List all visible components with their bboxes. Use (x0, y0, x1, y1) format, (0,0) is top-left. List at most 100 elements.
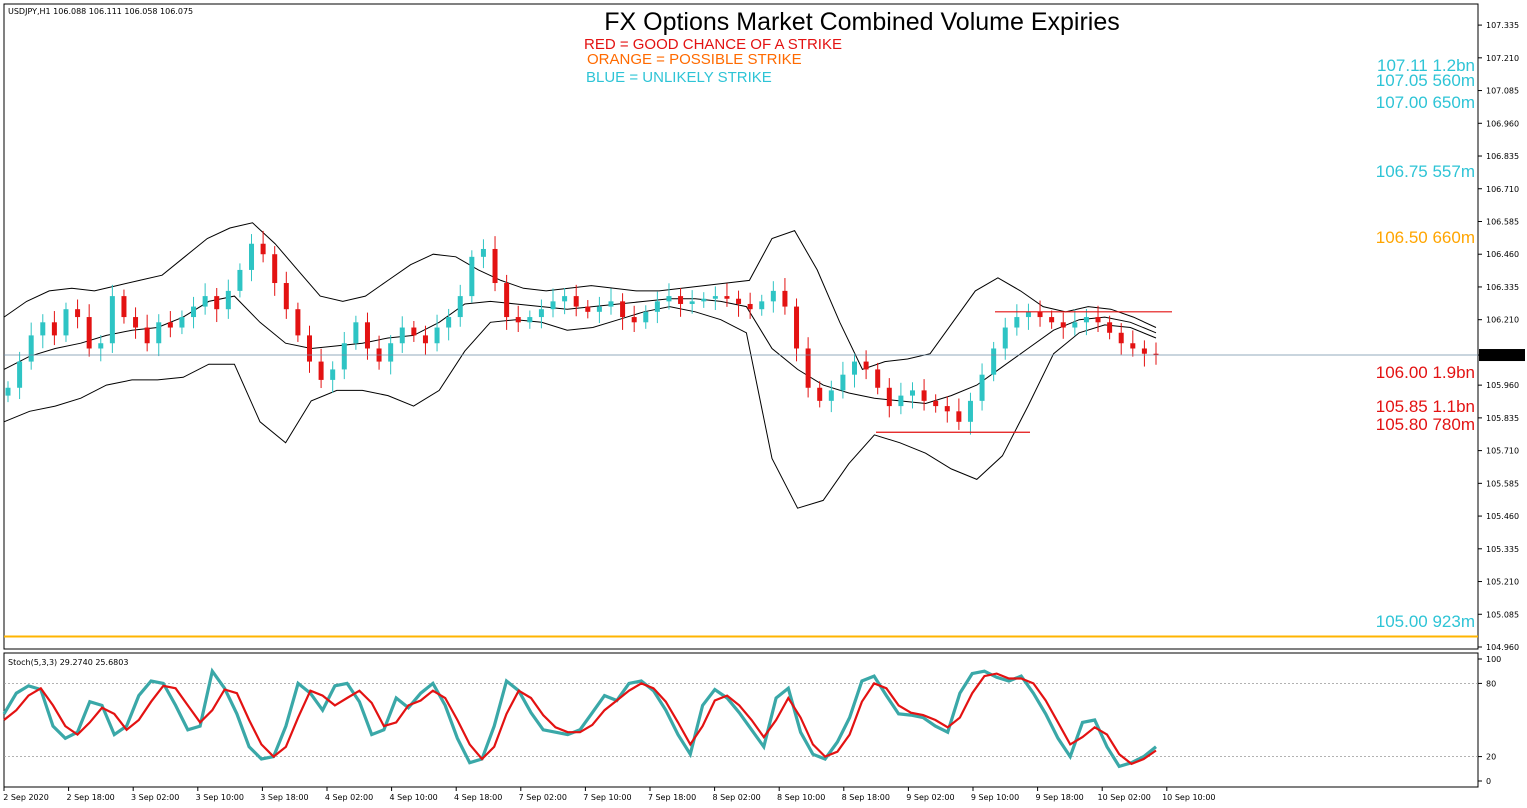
candle-body (330, 369, 336, 380)
price-tick-label: 106.710 (1486, 185, 1519, 194)
time-tick-label: 3 Sep 02:00 (131, 793, 179, 802)
price-tick-label: 106.210 (1486, 316, 1519, 325)
expiry-label: 106.75 557m (1376, 162, 1475, 181)
bollinger-lower (3, 306, 1157, 509)
price-tick-label: 107.210 (1486, 54, 1519, 63)
time-tick-label: 9 Sep 10:00 (971, 793, 1019, 802)
candle-body (991, 348, 997, 375)
candle-body (214, 296, 220, 310)
candle-body (63, 309, 69, 336)
legend-red: RED = GOOD CHANCE OF A STRIKE (584, 36, 842, 53)
expiry-label: 106.50 660m (1376, 228, 1475, 247)
candle-body (249, 243, 255, 270)
candle-body (840, 374, 846, 391)
time-tick-label: 8 Sep 18:00 (842, 793, 890, 802)
price-tick-label: 106.960 (1486, 119, 1519, 128)
candle-body (1141, 348, 1147, 354)
candle-body (167, 322, 173, 328)
candle-body (133, 317, 139, 328)
candle-body (1025, 311, 1031, 318)
candle-body (75, 309, 81, 318)
candlestick-series (5, 230, 1159, 435)
candle-body (956, 411, 962, 422)
candle-body (759, 301, 765, 310)
symbol-info: USDJPY,H1 106.088 106.111 106.058 106.07… (8, 7, 193, 16)
candle-body (1037, 311, 1043, 318)
candle-body (852, 361, 858, 375)
candle-body (1107, 322, 1113, 333)
candle-body (1118, 332, 1124, 344)
price-tick-label: 106.835 (1486, 152, 1519, 161)
price-tick-label: 106.335 (1486, 283, 1519, 292)
main-chart-frame (3, 3, 1479, 650)
candle-body (492, 248, 498, 284)
price-tick-label: 106.585 (1486, 217, 1519, 226)
stoch-panel-frame (3, 652, 1479, 788)
expiry-label: 107.11 1.2bn (1377, 56, 1475, 75)
candle-body (933, 400, 939, 407)
candle-body (631, 317, 637, 323)
level-lines (4, 311, 1478, 638)
stoch-label: Stoch(5,3,3) 29.2740 25.6803 (8, 658, 128, 667)
candle-body (863, 361, 869, 370)
candle-body (747, 303, 753, 310)
candle-body (643, 311, 649, 323)
current-price-tag (1479, 349, 1525, 362)
candle-body (480, 248, 486, 257)
candle-body (446, 317, 452, 328)
time-tick-label: 8 Sep 02:00 (712, 793, 760, 802)
candle-body (272, 254, 278, 284)
candle-body (306, 335, 312, 362)
candle-body (98, 343, 104, 349)
current-price-label: 106.075 (1482, 351, 1515, 360)
time-tick-label: 3 Sep 18:00 (260, 793, 308, 802)
candle-body (909, 390, 915, 396)
candle-body (202, 296, 208, 307)
time-tick-label: 3 Sep 10:00 (196, 793, 244, 802)
candle-body (17, 361, 23, 388)
candle-body (434, 327, 440, 344)
price-tick-label: 105.460 (1486, 512, 1519, 521)
candle-body (1095, 317, 1101, 323)
stoch-main-line (2, 667, 1157, 769)
candle-body (538, 309, 544, 318)
candle-body (86, 317, 92, 349)
candle-body (979, 374, 985, 401)
chart-title: FX Options Market Combined Volume Expiri… (604, 8, 1120, 36)
expiry-label: 107.00 650m (1376, 93, 1475, 112)
candle-body (283, 283, 289, 310)
time-tick-label: 7 Sep 10:00 (583, 793, 631, 802)
candle-body (5, 387, 11, 396)
candle-body (550, 301, 556, 310)
candle-body (736, 298, 742, 304)
stoch-tick-label: 0 (1486, 777, 1491, 786)
candle-body (782, 290, 788, 307)
candle-body (121, 296, 127, 318)
stoch-tick-label: 80 (1486, 679, 1496, 688)
candle-body (1130, 343, 1136, 349)
time-tick-label: 8 Sep 10:00 (777, 793, 825, 802)
candle-body (562, 296, 568, 302)
stoch-tick-label: 100 (1486, 655, 1501, 664)
time-tick-label: 4 Sep 02:00 (325, 793, 373, 802)
time-tick-label: 4 Sep 18:00 (454, 793, 502, 802)
candle-body (828, 390, 834, 401)
candle-body (469, 256, 475, 297)
price-tick-label: 105.960 (1486, 381, 1519, 390)
candle-body (596, 306, 602, 312)
candle-body (689, 301, 695, 304)
price-tick-label: 105.085 (1486, 610, 1519, 619)
time-tick-label: 7 Sep 02:00 (519, 793, 567, 802)
candle-body (399, 327, 405, 344)
candle-body (573, 296, 579, 307)
candle-body (237, 269, 243, 291)
candle-body (1072, 322, 1078, 328)
candle-body (1060, 322, 1066, 328)
candle-body (1002, 327, 1008, 349)
candle-body (109, 296, 115, 344)
price-axis: 107.335 107.210 107.085 106.960 106.835 106.7… (1478, 21, 1525, 652)
time-tick-label: 10 Sep 02:00 (1097, 793, 1150, 802)
price-tick-label: 107.335 (1486, 21, 1519, 30)
legend-blue: BLUE = UNLIKELY STRIKE (586, 69, 772, 86)
